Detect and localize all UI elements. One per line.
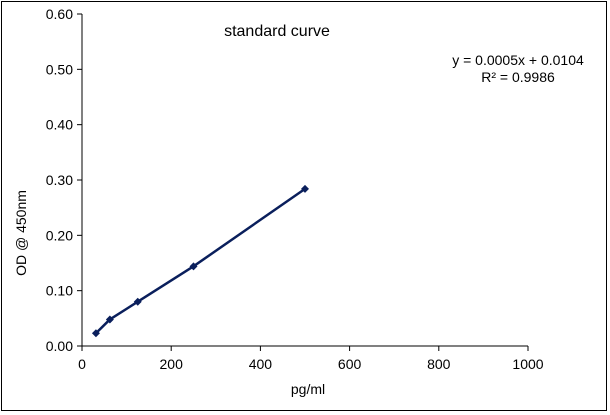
y-tick-label: 0.30	[46, 172, 73, 188]
y-tick-label: 0.10	[46, 283, 73, 299]
y-tick-label: 0.20	[46, 227, 73, 243]
data-point	[91, 329, 100, 338]
chart-title: standard curve	[224, 23, 330, 40]
data-point	[301, 184, 309, 193]
axes: 0.00 0.10 0.20 0.30 0.40 0.50 0.60 0 200 400 600 80…	[46, 6, 544, 372]
series-line	[95, 187, 306, 335]
y-tick-label: 0.40	[46, 117, 73, 133]
r-squared-label: R² = 0.9986	[481, 69, 555, 85]
x-tick-label: 800	[427, 356, 451, 372]
data-point	[105, 315, 114, 324]
x-tick-label: 600	[338, 356, 362, 372]
x-tick-label: 400	[249, 356, 273, 372]
x-tick-label: 200	[160, 356, 184, 372]
data-point	[133, 297, 142, 306]
y-tick-label: 0.50	[46, 61, 73, 77]
x-axis-label: pg/ml	[291, 381, 325, 397]
x-tick-label: 1000	[512, 356, 543, 372]
x-tick-label: 0	[78, 356, 86, 372]
data-point	[189, 262, 198, 271]
y-tick-label: 0.60	[46, 6, 73, 22]
y-axis-label: OD @ 450nm	[13, 190, 29, 276]
y-tick-label: 0.00	[46, 338, 73, 354]
data-series	[91, 184, 309, 338]
trendline-equation: y = 0.0005x + 0.0104	[452, 52, 584, 68]
